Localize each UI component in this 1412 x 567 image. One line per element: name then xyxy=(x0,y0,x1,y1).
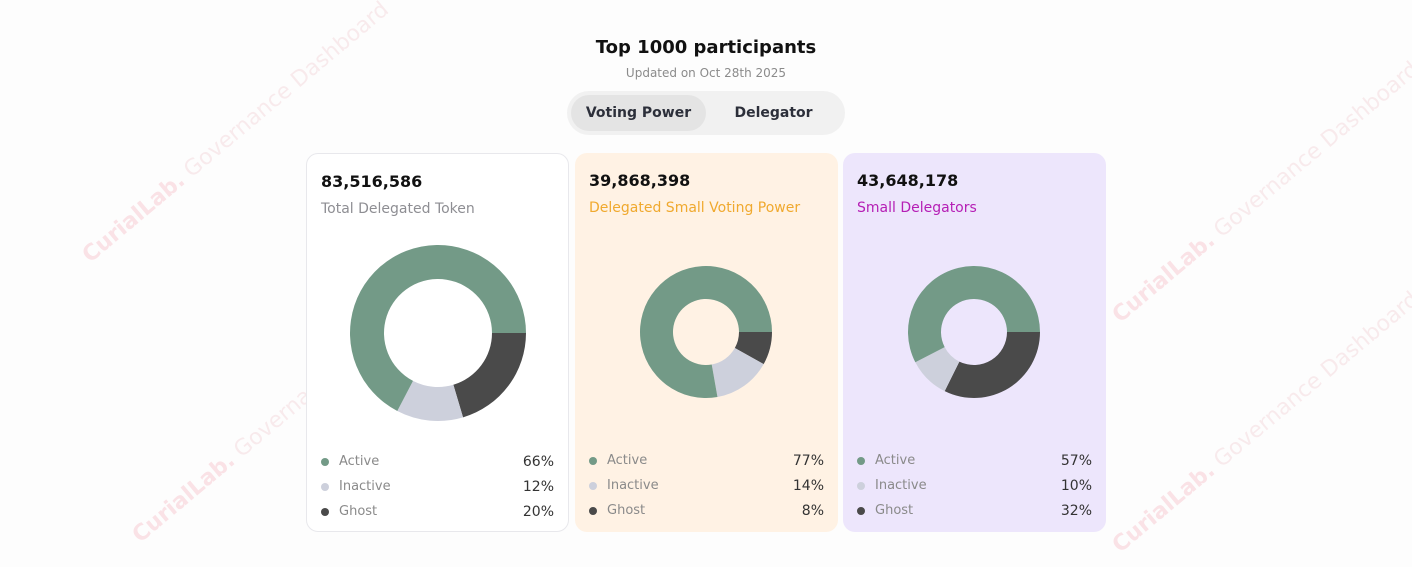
legend-dot-icon xyxy=(589,481,597,490)
card-label: Total Delegated Token xyxy=(321,201,475,217)
legend-pct: 66% xyxy=(522,453,554,470)
legend-pct: 14% xyxy=(792,477,824,494)
tab-delegator[interactable]: Delegator xyxy=(734,105,813,121)
legend-pct: 57% xyxy=(1060,452,1092,469)
donut-slice-inactive xyxy=(397,380,464,421)
legend-name: Inactive xyxy=(875,478,927,493)
legend-name: Ghost xyxy=(607,503,646,518)
legend-name: Ghost xyxy=(339,504,378,519)
legend-name: Active xyxy=(607,453,648,468)
legend: Active 57% Inactive 10% Ghost 32% xyxy=(857,448,1092,523)
legend-pct: 32% xyxy=(1060,502,1092,519)
donut-slice-ghost xyxy=(944,332,1040,398)
legend-dot-icon xyxy=(321,507,329,516)
donut-slice-ghost xyxy=(734,332,772,365)
card-label: Delegated Small Voting Power xyxy=(589,200,801,216)
legend: Active 77% Inactive 14% Ghost 8% xyxy=(589,448,824,523)
legend-pct: 8% xyxy=(801,502,824,519)
donut-chart xyxy=(350,245,526,421)
legend-name: Active xyxy=(875,453,916,468)
legend-item: Inactive 14% xyxy=(589,473,824,498)
donut-chart xyxy=(640,266,772,398)
legend-item: Active 77% xyxy=(589,448,824,473)
legend-dot-icon xyxy=(857,506,865,515)
legend-pct: 77% xyxy=(792,452,824,469)
legend-dot-icon xyxy=(589,456,597,465)
legend-dot-icon xyxy=(321,457,329,466)
page-title: Top 1000 participants xyxy=(595,37,817,58)
legend-item: Active 66% xyxy=(321,449,554,474)
legend-pct: 12% xyxy=(522,478,554,495)
stat-card: 43,648,178 Small Delegators Active 57% Ina… xyxy=(843,153,1106,532)
legend-name: Ghost xyxy=(875,503,914,518)
watermark: CurialLab. Governance Dashboard xyxy=(1107,57,1412,328)
card-value: 39,868,398 xyxy=(589,171,691,190)
watermark: CurialLab. Governance Dashboard xyxy=(1107,287,1412,558)
donut-slice-active xyxy=(350,245,526,412)
legend-name: Inactive xyxy=(607,478,659,493)
legend-name: Active xyxy=(339,454,380,469)
card-label: Small Delegators xyxy=(857,200,977,216)
legend-item: Ghost 20% xyxy=(321,499,554,524)
legend-item: Ghost 8% xyxy=(589,498,824,523)
legend-name: Inactive xyxy=(339,479,391,494)
donut-slice-active xyxy=(640,266,772,398)
view-toggle: Voting Power Delegator xyxy=(567,91,845,135)
legend-pct: 10% xyxy=(1060,477,1092,494)
legend-dot-icon xyxy=(857,481,865,490)
card-value: 43,648,178 xyxy=(857,171,959,190)
legend-item: Ghost 32% xyxy=(857,498,1092,523)
legend-pct: 20% xyxy=(522,503,554,520)
legend-dot-icon xyxy=(589,506,597,515)
card-value: 83,516,586 xyxy=(321,172,423,191)
tab-voting-power[interactable]: Voting Power xyxy=(571,95,706,131)
legend-item: Active 57% xyxy=(857,448,1092,473)
legend-item: Inactive 10% xyxy=(857,473,1092,498)
donut-slice-inactive xyxy=(711,348,764,397)
stat-card: 39,868,398 Delegated Small Voting Power … xyxy=(575,153,838,532)
donut-slice-ghost xyxy=(453,333,526,418)
legend: Active 66% Inactive 12% Ghost 20% xyxy=(321,449,554,524)
donut-chart xyxy=(908,266,1040,398)
stat-card: 83,516,586 Total Delegated Token Active 6… xyxy=(306,153,569,532)
updated-date: Updated on Oct 28th 2025 xyxy=(625,66,787,80)
donut-slice-active xyxy=(908,266,1040,363)
legend-item: Inactive 12% xyxy=(321,474,554,499)
legend-dot-icon xyxy=(321,482,329,491)
legend-dot-icon xyxy=(857,456,865,465)
donut-slice-inactive xyxy=(915,347,960,392)
